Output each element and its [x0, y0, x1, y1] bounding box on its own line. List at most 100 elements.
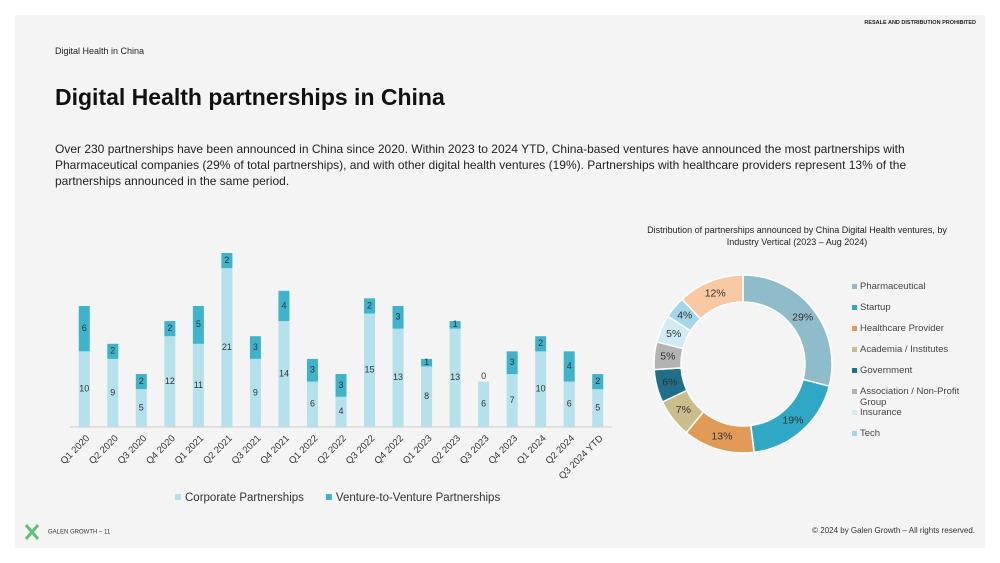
- legend-swatch: [852, 431, 857, 436]
- bar-segment: [135, 389, 147, 427]
- bar-segment: [392, 305, 404, 329]
- x-tick-label: Q1 2021: [173, 433, 207, 467]
- x-tick-label: Q2 2022: [315, 433, 349, 467]
- bar-segment: [335, 396, 347, 427]
- bar-segment: [306, 381, 318, 427]
- value-label: 5: [139, 402, 144, 412]
- bar-segment: [249, 358, 261, 427]
- value-label: 21: [222, 342, 232, 352]
- value-label: 2: [538, 338, 543, 348]
- bar-segment: [192, 343, 204, 427]
- bar-segment: [392, 328, 404, 427]
- legend-swatch: [852, 326, 857, 331]
- x-tick-label: Q3 2022: [344, 433, 378, 467]
- x-tick-label: Q3 2020: [116, 433, 150, 467]
- bar-segment: [506, 351, 518, 375]
- bar-segment: [192, 305, 204, 344]
- bar-segment: [535, 351, 547, 427]
- section: Digital Health in China: [55, 46, 145, 56]
- bar-segment: [135, 374, 147, 390]
- legend-swatch: [852, 284, 857, 289]
- bar-segment: [535, 336, 547, 352]
- legend-swatch: [852, 389, 857, 394]
- value-label: 2: [367, 300, 372, 310]
- donut-slice: [681, 274, 744, 320]
- legend-label: Association / Non-Profit Group: [860, 386, 960, 408]
- x-tick-label: Q4 2023: [487, 433, 521, 467]
- donut-slice: [742, 274, 833, 388]
- bar-segment: [78, 351, 90, 427]
- value-label: 2: [224, 255, 229, 265]
- x-tick-label: Q1 2022: [287, 433, 321, 467]
- legend-label: Academia / Institutes: [860, 344, 949, 355]
- x-tick-label: Q2 2023: [429, 433, 463, 467]
- x-tick-label: Q1 2020: [59, 433, 93, 467]
- legend-swatch: [325, 494, 332, 500]
- value-label: 4: [338, 406, 343, 416]
- x-tick-label: Q1 2024: [515, 433, 549, 467]
- slice-label: 29%: [792, 312, 813, 324]
- bar-segment: [449, 328, 461, 427]
- value-label: 0: [481, 371, 486, 381]
- value-label: 14: [279, 368, 289, 378]
- value-label: 6: [567, 399, 572, 409]
- value-label: 3: [253, 342, 258, 352]
- x-tick-label: Q3 2021: [230, 433, 264, 467]
- x-tick-label: Q3 2023: [458, 433, 492, 467]
- value-label: 2: [167, 323, 172, 333]
- value-label: 3: [338, 380, 343, 390]
- value-label: 2: [110, 346, 115, 356]
- value-label: 2: [595, 376, 600, 386]
- value-label: 7: [510, 395, 515, 405]
- value-label: 5: [595, 402, 600, 412]
- title: Digital Health partnerships in China: [55, 84, 445, 110]
- legend-label: Insurance: [860, 407, 902, 418]
- value-label: 10: [79, 384, 89, 394]
- legend-label: Venture-to-Venture Partnerships: [336, 492, 501, 504]
- legend-label: Startup: [860, 302, 891, 313]
- value-label: 12: [165, 376, 175, 386]
- bar-segment: [335, 374, 347, 397]
- bar-segment: [107, 343, 119, 359]
- slide: [15, 15, 985, 548]
- bar-segment: [221, 253, 233, 269]
- value-label: 11: [194, 380, 203, 390]
- legend-label: Government: [860, 365, 913, 376]
- value-label: 1: [453, 319, 458, 329]
- legend-label: Corporate Partnerships: [185, 492, 304, 504]
- value-label: 13: [393, 372, 403, 382]
- value-label: 9: [253, 387, 258, 397]
- bar-segment: [478, 381, 490, 427]
- notice: RESALE AND DISTRIBUTION PROHIBITED: [864, 20, 976, 26]
- x-tick-label: Q1 2023: [401, 433, 435, 467]
- legend-swatch: [852, 410, 857, 415]
- legend-label: Pharmaceutical: [860, 281, 926, 292]
- value-label: 8: [424, 391, 429, 401]
- legend-swatch: [852, 347, 857, 352]
- value-label: 3: [310, 365, 315, 375]
- bar-segment: [364, 298, 376, 314]
- bar-segment: [164, 321, 176, 337]
- logo: [24, 524, 40, 540]
- bar-segment: [306, 358, 318, 382]
- bar-segment: [278, 290, 290, 322]
- slice-label: 19%: [782, 414, 803, 426]
- legend-swatch: [852, 368, 857, 373]
- bar-segment: [506, 374, 518, 427]
- legend-swatch: [175, 494, 181, 500]
- value-label: 3: [396, 312, 401, 322]
- legend-label: Tech: [860, 428, 881, 439]
- slice-label: 13%: [711, 430, 732, 442]
- slice-label: 5%: [660, 351, 675, 363]
- value-label: 9: [110, 387, 115, 397]
- value-label: 3: [510, 357, 515, 367]
- bar-segment: [592, 374, 604, 390]
- x-tick-label: Q2 2020: [87, 433, 121, 467]
- legend-swatch: [852, 305, 857, 310]
- bar-segment: [364, 313, 376, 427]
- bar-segment: [249, 336, 261, 359]
- value-label: 4: [567, 361, 572, 371]
- bar-segment: [278, 321, 290, 427]
